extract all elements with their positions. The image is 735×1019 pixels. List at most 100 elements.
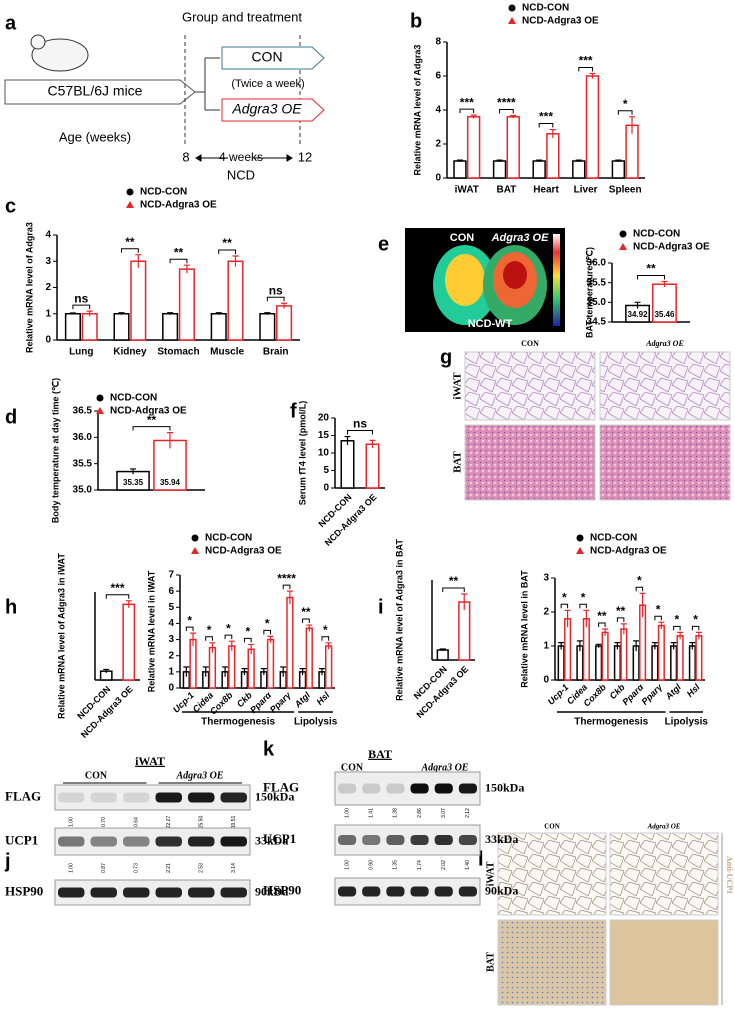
legend-marker [96,394,104,402]
bar [436,649,449,661]
bar [651,645,659,681]
y-axis-label: Relative mRNA level of Adgra3 in BAT [394,539,404,701]
diagram: a C57BL/6J mice Group and treatment CON … [4,9,325,182]
blot-band [58,887,85,898]
error-bar [369,439,376,449]
blot-size: 90kDa [485,883,518,897]
blot-band [58,792,85,803]
value-label: 35.94 [160,478,181,487]
bar [122,603,136,681]
legend-marker [619,230,627,238]
panel-letter: c [5,195,16,217]
error-bar [69,312,76,315]
bar [276,305,293,341]
significance-label: ** [125,235,135,249]
bar [178,268,195,341]
blot-band [434,783,453,794]
note: (Twice a week) [231,78,304,90]
bar [582,618,590,681]
age-start: 8 [182,149,189,164]
error-bar [299,668,306,676]
y-tick-label: 0 [435,173,441,184]
x-tick-label: Atgl [663,682,684,703]
significance-bracket [691,625,700,631]
mouse-icon [30,34,46,50]
significance-bracket [579,603,587,609]
y-tick-label: 2 [45,282,51,293]
error-bar [658,621,665,629]
blot-band [188,836,215,847]
significance-label: * [637,573,642,587]
group: CON [251,49,282,65]
error-bar [183,264,190,274]
blot-band [458,783,477,794]
x-tick-label: Ucp-1 [171,690,196,715]
significance-label: ** [147,413,157,427]
column-label: CON [521,339,539,348]
error-bar [306,624,313,632]
legend-marker [191,534,199,542]
legend-marker [126,188,134,196]
panel-letter: d [5,406,17,428]
error-bar [86,310,93,317]
significance-bracket [442,587,465,592]
significance-label: * [323,623,328,637]
quant-label: 1.00 [344,860,350,870]
error-bar [267,635,274,643]
error-bar [241,668,248,676]
y-tick-label: 8 [435,37,441,48]
significance-bracket [266,296,285,302]
bar [189,638,197,689]
panel-letter: k [263,738,275,760]
y-tick-label: 5 [323,465,329,476]
significance-label: ns [74,291,88,305]
x-tick-label: iWAT [455,185,479,196]
y-tick-label: 3 [168,634,174,645]
legend-marker [126,201,134,208]
significance-label: * [581,590,586,604]
bar [227,260,244,341]
bar [546,133,560,179]
bar [210,313,227,341]
blot-band [338,835,357,845]
ihc-image [497,919,607,1006]
bar [305,627,313,689]
x-tick-label: Muscle [210,347,244,358]
y-tick-label: 36.0 [587,258,607,269]
blot-row-label: FLAG [5,788,41,803]
ihc: l CON Adgra3 OE iWAT BAT Anti-UCP1 [478,823,734,1006]
error-bar [135,254,142,268]
mouse-box [4,79,196,105]
y-tick-label: 35.5 [587,277,607,288]
bar [564,618,572,681]
error-bar [629,116,636,134]
blot-group: CON [341,762,364,773]
significance-bracket [302,618,310,624]
y-tick-label: 5 [168,602,174,613]
he-image [599,351,731,421]
significance-label: ** [222,236,232,250]
blot-band [434,835,453,845]
bar [453,160,467,179]
significance-label: * [623,97,628,111]
ihc-image [497,832,607,916]
error-bar [576,640,583,652]
significance-bracket [617,110,633,115]
error-bar [167,312,174,315]
oe-box [221,98,325,122]
legend-marker [191,547,199,554]
legend-label: NCD-CON [590,533,637,544]
significance-bracket [169,258,188,264]
header: Group and treatment [182,9,302,24]
quant-label: 2.12 [465,808,471,818]
y-axis-label: Relative mRNA level in iWAT [146,570,156,692]
error-bar [202,666,209,677]
bar [657,624,665,681]
bar [324,645,333,689]
x-tick-label: Kidney [113,347,147,358]
group-label: Thermogenesis [574,717,648,728]
quant-label: 1.40 [465,860,471,870]
quant-label: 25.50 [199,816,205,829]
bar [695,635,703,681]
value-label: 35.46 [654,310,675,319]
